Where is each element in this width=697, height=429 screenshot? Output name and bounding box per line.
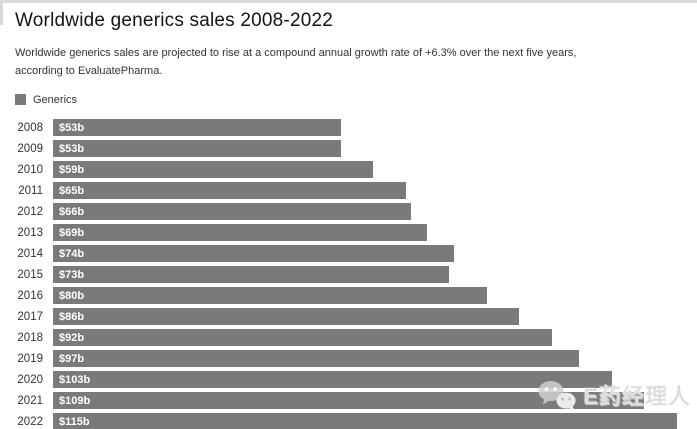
value-bar-2014: $74b xyxy=(53,245,455,263)
value-bar-2019: $97b xyxy=(53,350,580,368)
bar-value-label: $69b xyxy=(59,226,85,239)
year-label: 2016 xyxy=(17,289,43,302)
value-bar-2010: $59b xyxy=(53,161,373,179)
year-label: 2008 xyxy=(17,121,43,134)
chart-row: 2016 $80b xyxy=(0,287,697,305)
year-label: 2021 xyxy=(17,394,43,407)
bar-value-label: $97b xyxy=(59,352,85,365)
chart-row: 2010 $59b xyxy=(0,161,697,179)
chart-row: 2018 $92b xyxy=(0,329,697,347)
year-label: 2013 xyxy=(17,226,43,239)
chart-row: 2009 $53b xyxy=(0,140,697,158)
value-bar-2022: $115b xyxy=(53,413,677,429)
chart-row: 2021 $109b xyxy=(0,392,697,410)
bar-value-label: $59b xyxy=(59,163,85,176)
chart-row: 2020 $103b xyxy=(0,371,697,389)
chart-subtitle: Worldwide generics sales are projected t… xyxy=(15,47,577,77)
year-label: 2012 xyxy=(17,205,43,218)
chart-title: Worldwide generics sales 2008-2022 xyxy=(15,10,334,31)
bar-value-label: $53b xyxy=(59,142,85,155)
legend-swatch-icon xyxy=(15,94,26,106)
bar-value-label: $65b xyxy=(59,184,85,197)
bar-value-label: $109b xyxy=(59,394,91,407)
value-bar-2009: $53b xyxy=(53,140,341,158)
value-bar-2020: $103b xyxy=(53,371,612,389)
bar-value-label: $53b xyxy=(59,121,85,134)
chart-row: 2011 $65b xyxy=(0,182,697,200)
value-bar-2018: $92b xyxy=(53,329,552,347)
year-label: 2019 xyxy=(17,352,43,365)
legend: Generics xyxy=(15,93,697,106)
bar-value-label: $86b xyxy=(59,310,85,323)
value-bar-2012: $66b xyxy=(53,203,411,221)
bar-value-label: $115b xyxy=(59,415,90,428)
year-label: 2011 xyxy=(18,184,43,197)
chart-row: 2019 $97b xyxy=(0,350,697,368)
year-label: 2018 xyxy=(17,331,43,344)
chart-row: 2012 $66b xyxy=(0,203,697,221)
year-label: 2020 xyxy=(17,373,43,386)
bar-value-label: $92b xyxy=(59,331,85,344)
year-label: 2022 xyxy=(17,415,43,428)
chart-row: 2013 $69b xyxy=(0,224,697,242)
bar-value-label: $80b xyxy=(59,289,85,302)
year-label: 2017 xyxy=(17,310,43,323)
value-bar-2008: $53b xyxy=(53,119,341,137)
value-bar-2017: $86b xyxy=(53,308,520,326)
chart-row: 2014 $74b xyxy=(0,245,697,263)
value-bar-2013: $69b xyxy=(53,224,428,242)
screenshot-edge xyxy=(0,3,3,25)
value-bar-2011: $65b xyxy=(53,182,406,200)
year-label: 2014 xyxy=(17,247,43,260)
year-label: 2009 xyxy=(17,142,43,155)
value-bar-2021: $109b xyxy=(53,392,645,410)
bar-value-label: $66b xyxy=(59,205,85,218)
chart-row: 2008 $53b xyxy=(0,119,697,137)
chart-row: 2017 $86b xyxy=(0,308,697,326)
year-label: 2015 xyxy=(17,268,43,281)
bar-value-label: $73b xyxy=(59,268,85,281)
value-bar-2015: $73b xyxy=(53,266,449,284)
year-label: 2010 xyxy=(17,163,43,176)
bar-chart: 2008 $53b 2009 $53b 2010 $59b 2011 $65b … xyxy=(0,119,697,429)
chart-row: 2022 $115b xyxy=(0,413,697,429)
bar-value-label: $74b xyxy=(59,247,85,260)
legend-label: Generics xyxy=(33,93,78,106)
value-bar-2016: $80b xyxy=(53,287,487,305)
bar-value-label: $103b xyxy=(59,373,91,386)
chart-row: 2015 $73b xyxy=(0,266,697,284)
